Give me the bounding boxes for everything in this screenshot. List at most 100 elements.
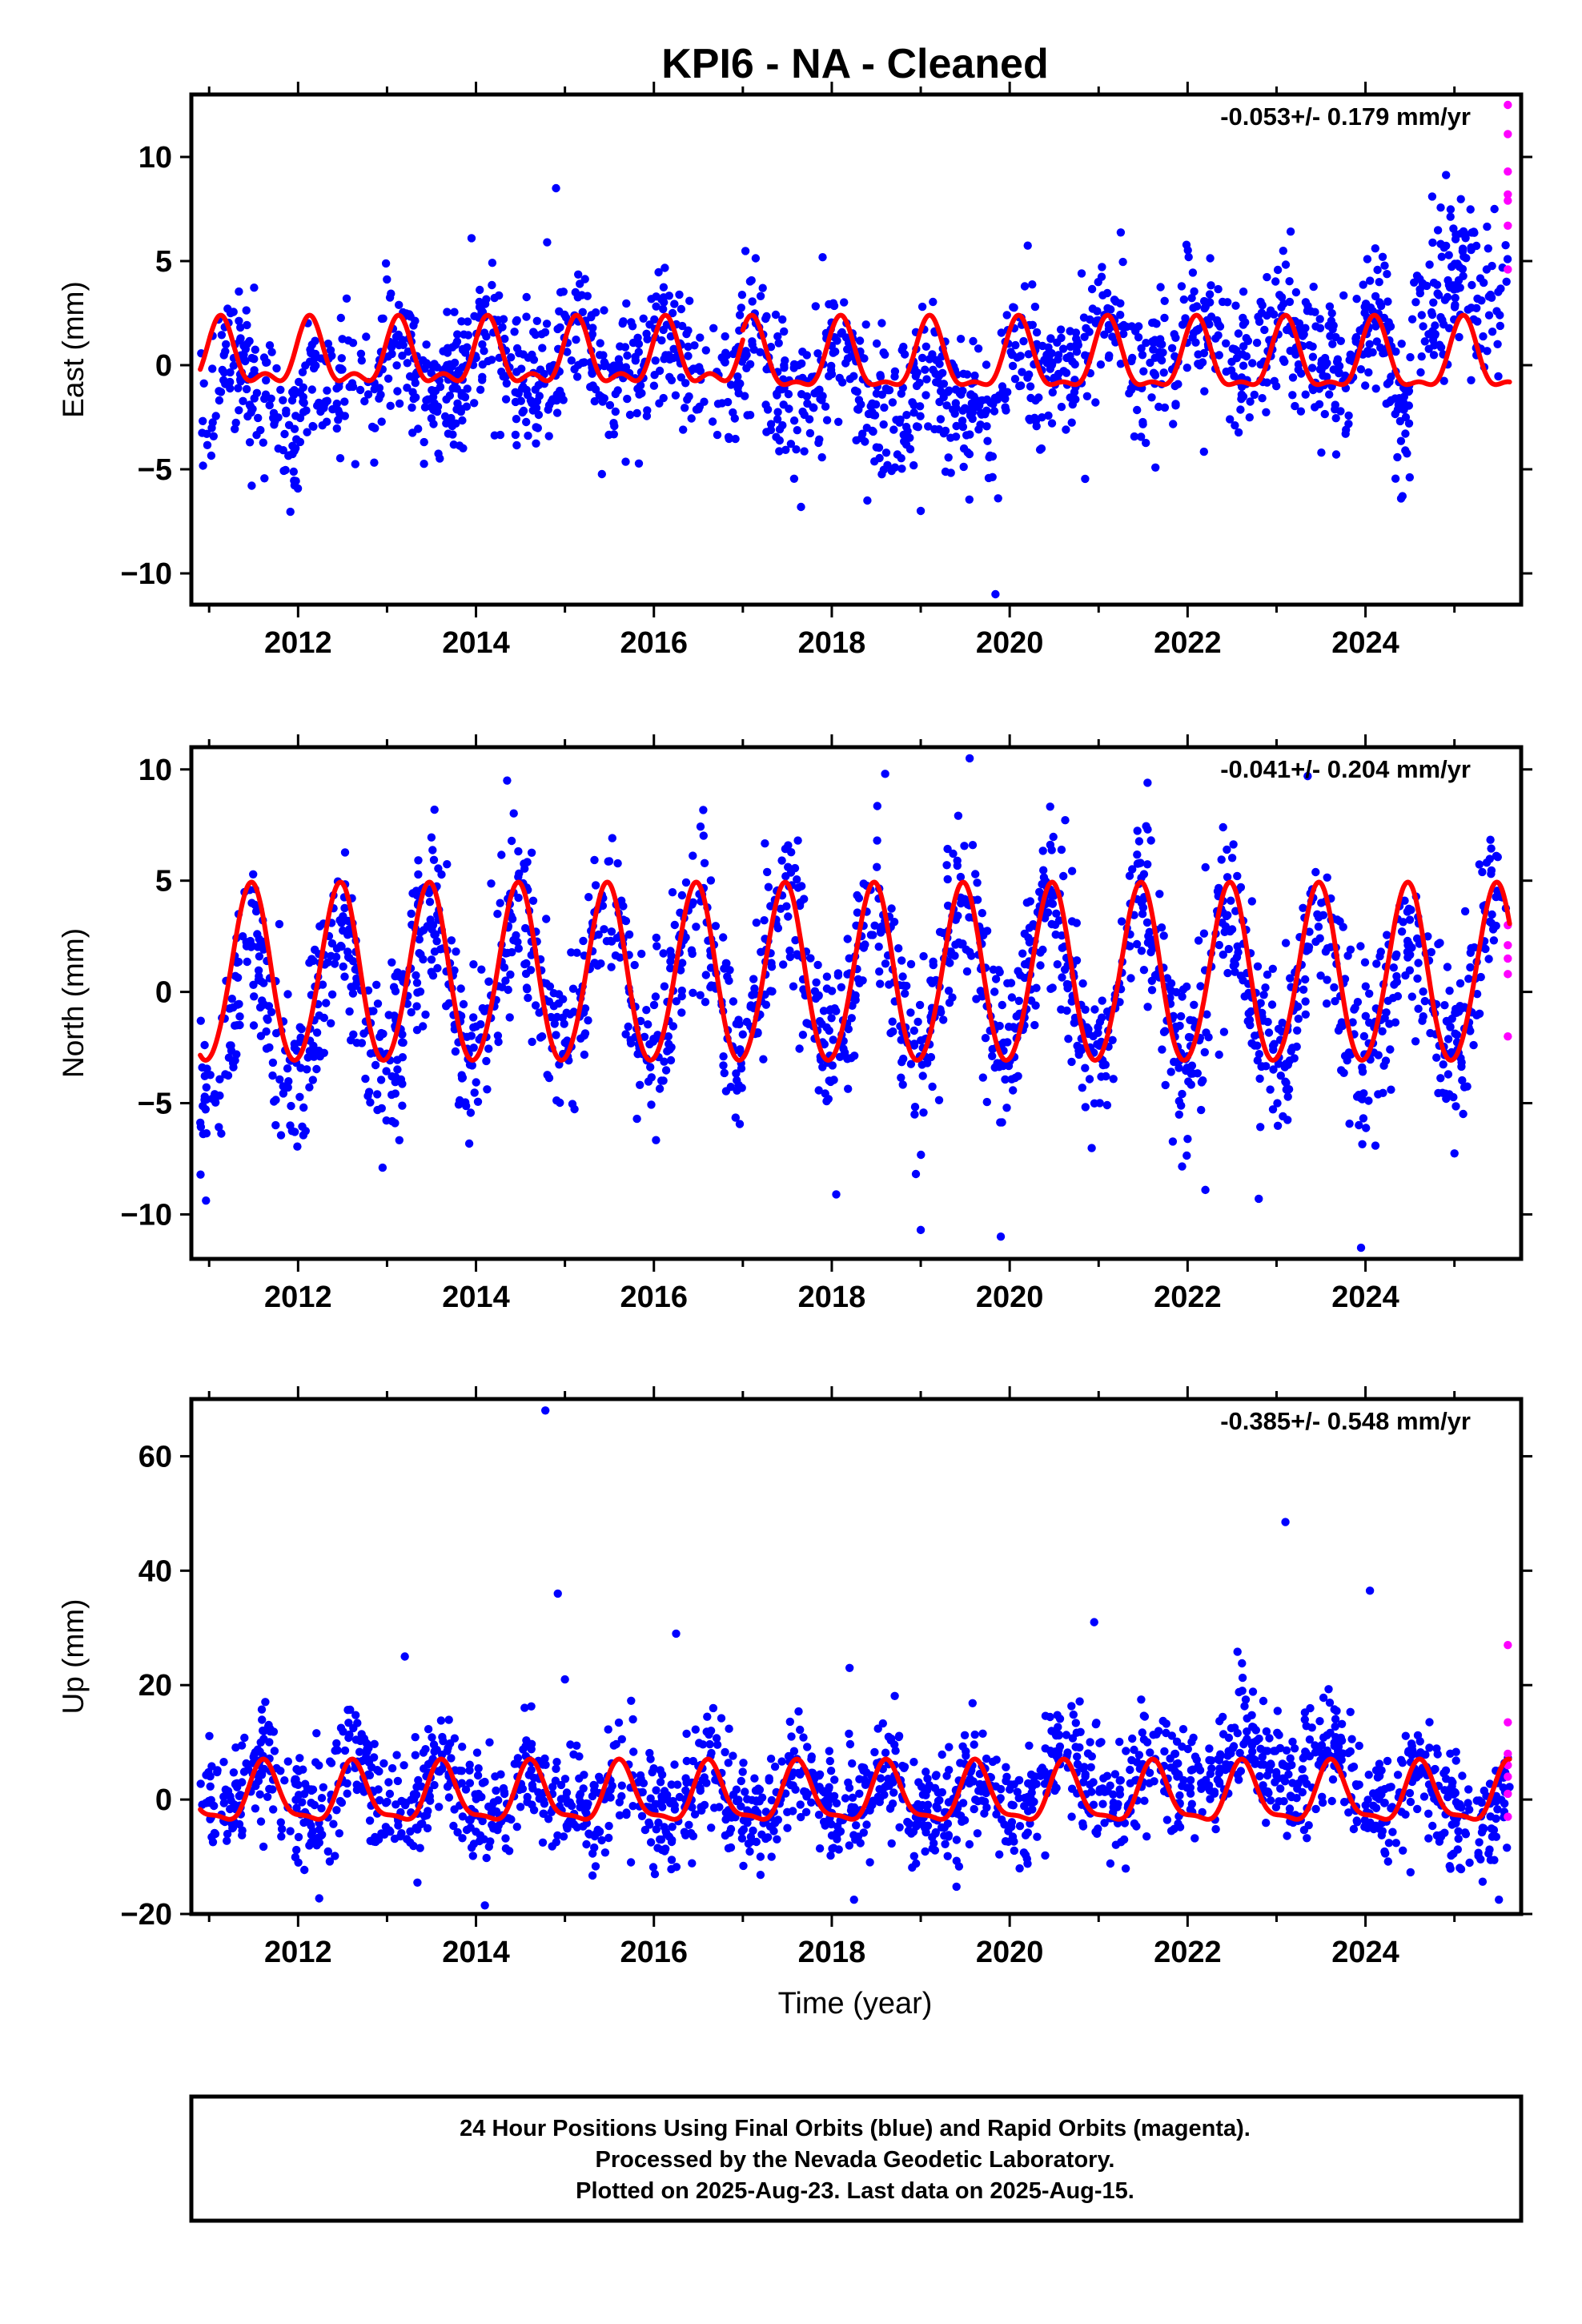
final-orbit-point bbox=[582, 1839, 591, 1849]
final-orbit-point bbox=[1078, 1084, 1087, 1092]
final-orbit-point bbox=[519, 382, 528, 392]
final-orbit-point bbox=[1296, 407, 1306, 416]
rapid-orbit-point bbox=[1504, 190, 1512, 199]
final-orbit-point bbox=[327, 990, 337, 999]
final-orbit-point bbox=[608, 834, 616, 842]
final-orbit-point bbox=[391, 971, 400, 981]
final-orbit-point bbox=[1323, 944, 1332, 953]
final-orbit-point bbox=[1142, 339, 1150, 348]
final-orbit-point bbox=[448, 343, 457, 352]
final-orbit-point bbox=[797, 1812, 805, 1822]
final-orbit-point bbox=[1386, 1045, 1395, 1054]
final-orbit-point bbox=[880, 403, 889, 412]
final-orbit-point bbox=[1389, 963, 1399, 972]
final-orbit-point bbox=[328, 404, 337, 414]
final-orbit-point bbox=[544, 432, 553, 440]
final-orbit-point bbox=[768, 987, 777, 996]
final-orbit-point bbox=[1411, 1037, 1420, 1046]
final-orbit-point bbox=[965, 495, 974, 504]
final-orbit-point bbox=[813, 349, 822, 358]
final-orbit-point bbox=[425, 898, 435, 907]
final-orbit-point bbox=[1417, 352, 1426, 361]
final-orbit-point bbox=[1003, 979, 1012, 988]
final-orbit-point bbox=[1288, 391, 1297, 400]
final-orbit-point bbox=[1051, 930, 1060, 939]
final-orbit-point bbox=[1355, 1091, 1363, 1100]
final-orbit-point bbox=[1237, 395, 1246, 404]
final-orbit-point bbox=[1263, 1017, 1272, 1027]
final-orbit-point bbox=[865, 1858, 874, 1867]
final-orbit-point bbox=[1323, 372, 1331, 381]
final-orbit-point bbox=[1038, 413, 1046, 422]
final-orbit-point bbox=[1324, 1685, 1333, 1694]
final-orbit-point bbox=[1400, 896, 1409, 905]
rapid-orbit-point bbox=[1504, 941, 1512, 950]
final-orbit-point bbox=[255, 1790, 264, 1799]
final-orbit-point bbox=[835, 1052, 845, 1062]
final-orbit-point bbox=[1376, 344, 1385, 352]
final-orbit-point bbox=[1256, 999, 1265, 1007]
final-orbit-point bbox=[1458, 1771, 1467, 1780]
final-orbit-point bbox=[259, 438, 267, 447]
final-orbit-point bbox=[235, 1012, 244, 1021]
north-rate-label: -0.041+/- 0.204 mm/yr bbox=[1220, 755, 1471, 783]
final-orbit-point bbox=[646, 1838, 656, 1847]
final-orbit-point bbox=[469, 1023, 478, 1032]
final-orbit-point bbox=[649, 1035, 658, 1043]
final-orbit-point bbox=[527, 848, 536, 858]
final-orbit-point bbox=[460, 330, 468, 339]
final-orbit-point bbox=[1077, 269, 1086, 278]
final-orbit-point bbox=[998, 1000, 1007, 1010]
final-orbit-point bbox=[855, 336, 865, 345]
final-orbit-point bbox=[260, 474, 269, 483]
final-orbit-point bbox=[613, 386, 622, 395]
final-orbit-point bbox=[1361, 1011, 1371, 1021]
final-orbit-point bbox=[1146, 947, 1155, 957]
final-orbit-point bbox=[682, 1756, 691, 1766]
final-orbit-point bbox=[1266, 1085, 1275, 1094]
final-orbit-point bbox=[1420, 337, 1430, 346]
final-orbit-point bbox=[472, 1827, 480, 1836]
final-orbit-point bbox=[1445, 987, 1454, 995]
final-orbit-point bbox=[1081, 1103, 1090, 1112]
final-orbit-point bbox=[1419, 1792, 1429, 1801]
final-orbit-point bbox=[1159, 931, 1168, 940]
final-orbit-point bbox=[392, 361, 401, 370]
final-orbit-point bbox=[1095, 1739, 1104, 1747]
final-orbit-point bbox=[918, 1800, 927, 1810]
final-orbit-point bbox=[1337, 1066, 1346, 1075]
final-orbit-point bbox=[580, 1771, 588, 1779]
final-orbit-point bbox=[457, 317, 466, 326]
final-orbit-point bbox=[290, 424, 299, 433]
final-orbit-point bbox=[661, 1066, 671, 1075]
final-orbit-point bbox=[1404, 904, 1414, 914]
final-orbit-point bbox=[607, 927, 616, 936]
final-orbit-point bbox=[1014, 1072, 1022, 1081]
final-orbit-point bbox=[763, 867, 772, 877]
final-orbit-point bbox=[1311, 1741, 1319, 1750]
final-orbit-point bbox=[1291, 401, 1299, 411]
final-orbit-point bbox=[1132, 939, 1142, 949]
final-orbit-point bbox=[1058, 344, 1068, 353]
final-orbit-point bbox=[1325, 390, 1334, 399]
final-orbit-point bbox=[1004, 1023, 1014, 1031]
final-orbit-point bbox=[909, 408, 918, 417]
final-orbit-point bbox=[617, 1781, 626, 1790]
final-orbit-point bbox=[685, 392, 693, 401]
final-orbit-point bbox=[1044, 411, 1053, 420]
final-orbit-point bbox=[766, 343, 776, 352]
final-orbit-point bbox=[1041, 1744, 1050, 1753]
final-orbit-point bbox=[611, 407, 620, 416]
final-orbit-point bbox=[1291, 350, 1300, 359]
final-orbit-point bbox=[508, 915, 517, 923]
final-orbit-point bbox=[1086, 1763, 1095, 1771]
final-orbit-point bbox=[818, 253, 827, 262]
final-orbit-point bbox=[1160, 403, 1170, 412]
final-orbit-point bbox=[1062, 425, 1070, 434]
final-orbit-point bbox=[1278, 1019, 1287, 1027]
final-orbit-point bbox=[528, 1784, 537, 1793]
final-orbit-point bbox=[616, 953, 624, 962]
final-orbit-point bbox=[514, 944, 523, 953]
final-orbit-point bbox=[532, 316, 541, 325]
final-orbit-point bbox=[1039, 866, 1048, 875]
